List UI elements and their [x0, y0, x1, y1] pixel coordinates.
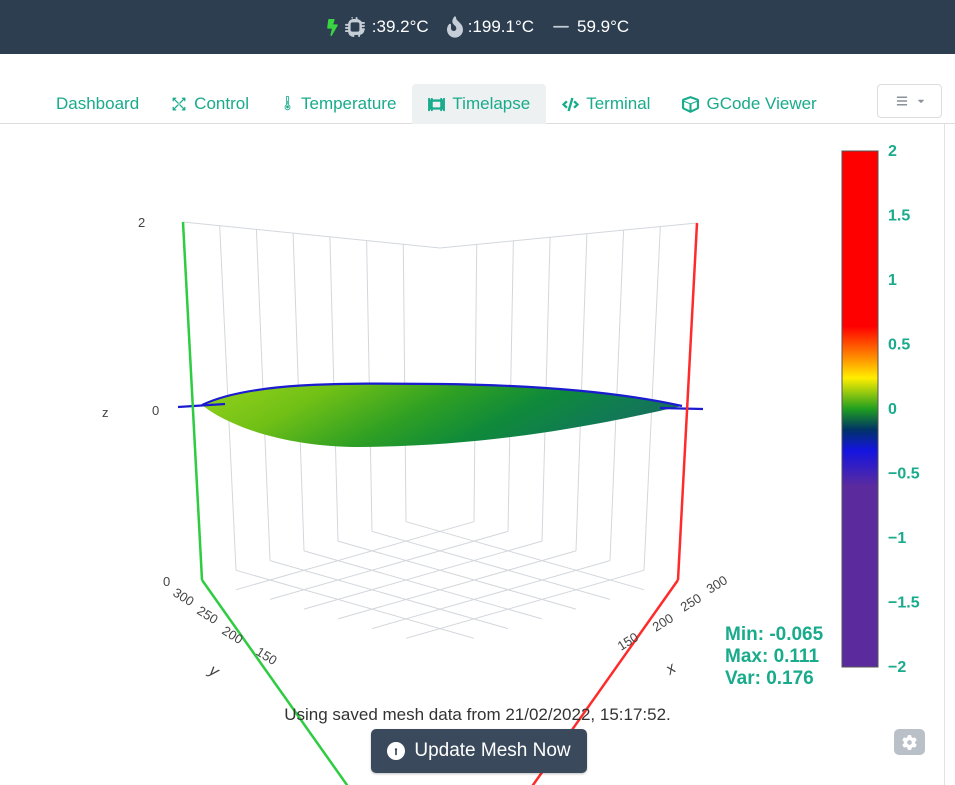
svg-text:150: 150 [253, 644, 279, 668]
svg-text:1: 1 [888, 272, 897, 289]
svg-text:2: 2 [138, 215, 145, 230]
svg-text:z: z [102, 405, 109, 420]
svg-text:150: 150 [615, 629, 641, 653]
svg-text:300: 300 [704, 572, 730, 596]
svg-text:250: 250 [194, 603, 220, 627]
svg-text:200: 200 [219, 623, 245, 647]
svg-text:−0.5: −0.5 [888, 466, 920, 483]
svg-text:1.5: 1.5 [888, 208, 910, 225]
svg-text:−1.5: −1.5 [888, 595, 920, 612]
svg-text:0: 0 [152, 403, 159, 418]
svg-text:0: 0 [888, 401, 897, 418]
svg-text:0: 0 [163, 574, 170, 589]
svg-text:300: 300 [170, 585, 196, 609]
svg-text:−2: −2 [888, 659, 906, 676]
svg-text:Max: 0.111: Max: 0.111 [725, 646, 819, 667]
svg-text:250: 250 [678, 590, 704, 614]
svg-text:Min: -0.065: Min: -0.065 [725, 624, 824, 645]
svg-text:y: y [205, 661, 222, 681]
svg-text:Var: 0.176: Var: 0.176 [725, 668, 814, 689]
svg-text:x: x [662, 659, 679, 679]
svg-text:2: 2 [888, 143, 897, 160]
svg-text:−1: −1 [888, 530, 906, 547]
svg-text:0.5: 0.5 [888, 337, 910, 354]
